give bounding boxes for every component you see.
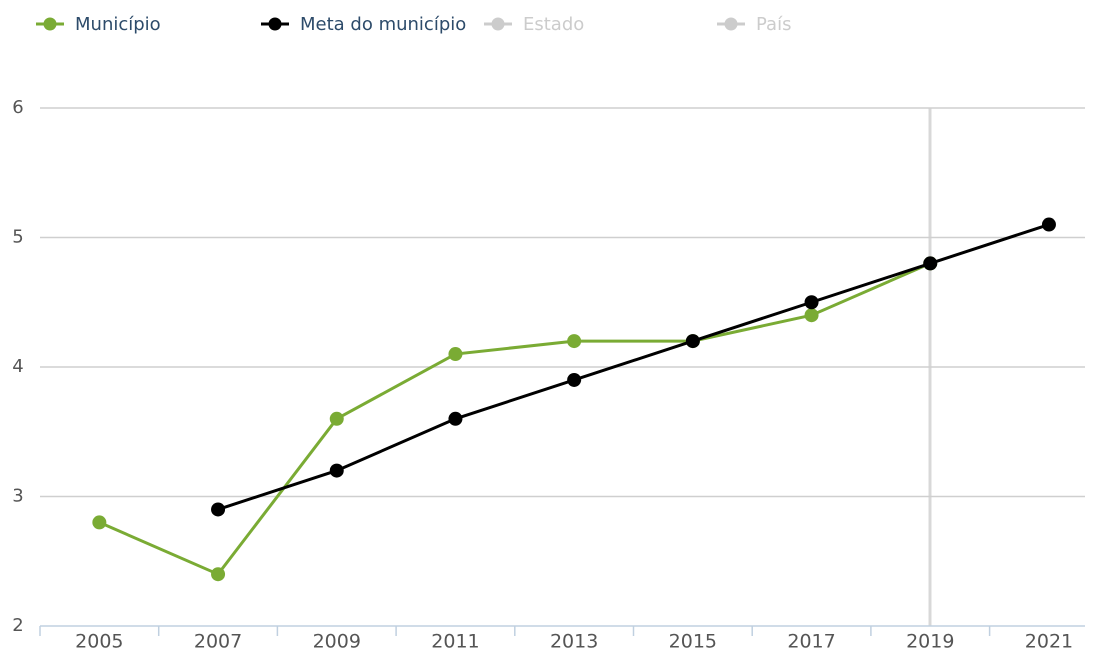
data-point (1041, 217, 1056, 232)
data-point (329, 463, 344, 478)
data-point (448, 347, 463, 362)
data-point (211, 567, 226, 582)
x-tick-label: 2009 (313, 631, 361, 653)
legend-marker (43, 17, 57, 31)
y-tick-label: 2 (12, 615, 23, 636)
legend-label: Meta do município (300, 14, 466, 35)
data-point (804, 295, 819, 310)
data-point (685, 334, 700, 349)
legend-marker (268, 17, 282, 31)
x-tick-label: 2019 (906, 631, 954, 653)
data-point (567, 372, 582, 387)
x-tick-label: 2017 (787, 631, 835, 653)
data-point (567, 334, 582, 349)
data-point (448, 411, 463, 426)
y-tick-label: 5 (12, 227, 23, 248)
y-tick-label: 4 (12, 356, 23, 377)
legend-marker (724, 17, 738, 31)
legend-label: Município (75, 14, 161, 35)
x-tick-label: 2007 (194, 631, 242, 653)
y-tick-label: 3 (12, 486, 23, 507)
x-tick-label: 2021 (1025, 631, 1073, 653)
legend-marker (491, 17, 505, 31)
data-point (92, 515, 107, 530)
series-line (217, 223, 1050, 511)
legend-label: Estado (523, 14, 584, 35)
y-tick-label: 6 (12, 97, 23, 118)
x-tick-label: 2005 (75, 631, 123, 653)
data-point (923, 256, 938, 271)
series-line (98, 262, 931, 577)
x-tick-label: 2015 (669, 631, 717, 653)
data-point (804, 308, 819, 323)
x-tick-label: 2013 (550, 631, 598, 653)
data-point (329, 411, 344, 426)
legend-label: País (756, 14, 791, 35)
x-tick-label: 2011 (431, 631, 479, 653)
data-point (211, 502, 226, 517)
